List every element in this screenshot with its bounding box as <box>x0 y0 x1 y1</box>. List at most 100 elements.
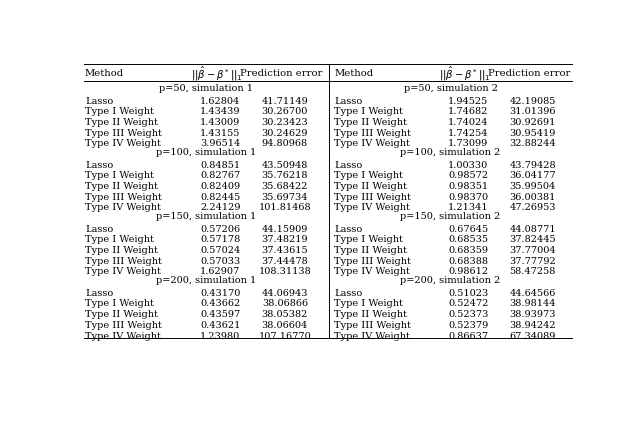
Text: 30.92691: 30.92691 <box>509 118 556 127</box>
Text: Type II Weight: Type II Weight <box>335 310 407 319</box>
Text: Type II Weight: Type II Weight <box>85 246 158 255</box>
Text: 0.43662: 0.43662 <box>200 299 241 308</box>
Text: Method: Method <box>335 69 374 78</box>
Text: 30.95419: 30.95419 <box>509 129 556 138</box>
Text: Type IV Weight: Type IV Weight <box>85 268 161 277</box>
Text: 43.79428: 43.79428 <box>509 161 556 170</box>
Text: 35.76218: 35.76218 <box>262 172 308 180</box>
Text: 37.48219: 37.48219 <box>262 235 308 244</box>
Text: 108.31138: 108.31138 <box>259 268 311 277</box>
Text: Method: Method <box>85 69 124 78</box>
Text: 38.06604: 38.06604 <box>262 321 308 330</box>
Text: p=50, simulation 1: p=50, simulation 1 <box>159 84 253 93</box>
Text: p=50, simulation 2: p=50, simulation 2 <box>403 84 497 93</box>
Text: Lasso: Lasso <box>335 161 363 170</box>
Text: Type I Weight: Type I Weight <box>85 299 154 308</box>
Text: 1.62907: 1.62907 <box>200 268 241 277</box>
Text: 1.74024: 1.74024 <box>448 118 488 127</box>
Text: 0.82445: 0.82445 <box>200 193 241 202</box>
Text: Type I Weight: Type I Weight <box>85 107 154 116</box>
Text: 1.23980: 1.23980 <box>200 332 241 340</box>
Text: Lasso: Lasso <box>85 161 113 170</box>
Text: 0.57206: 0.57206 <box>200 225 241 234</box>
Text: Type IV Weight: Type IV Weight <box>335 139 410 148</box>
Text: 0.67645: 0.67645 <box>448 225 488 234</box>
Text: 43.50948: 43.50948 <box>262 161 308 170</box>
Text: Type III Weight: Type III Weight <box>85 257 162 266</box>
Text: 44.15909: 44.15909 <box>262 225 308 234</box>
Text: Type III Weight: Type III Weight <box>335 257 412 266</box>
Text: 32.88244: 32.88244 <box>509 139 556 148</box>
Text: Type I Weight: Type I Weight <box>85 235 154 244</box>
Text: 0.57178: 0.57178 <box>200 235 241 244</box>
Text: 2.24129: 2.24129 <box>200 203 241 213</box>
Text: Prediction error: Prediction error <box>488 69 571 78</box>
Text: 0.52472: 0.52472 <box>448 299 488 308</box>
Text: 0.98370: 0.98370 <box>448 193 488 202</box>
Text: Type I Weight: Type I Weight <box>335 299 403 308</box>
Text: p=200, simulation 2: p=200, simulation 2 <box>401 276 500 285</box>
Text: Type II Weight: Type II Weight <box>335 118 407 127</box>
Text: 0.57024: 0.57024 <box>200 246 241 255</box>
Text: Lasso: Lasso <box>335 225 363 234</box>
Text: Type II Weight: Type II Weight <box>85 118 158 127</box>
Text: 94.80968: 94.80968 <box>262 139 308 148</box>
Text: Type II Weight: Type II Weight <box>335 182 407 191</box>
Text: 38.94242: 38.94242 <box>509 321 556 330</box>
Text: Lasso: Lasso <box>85 289 113 298</box>
Text: 1.43009: 1.43009 <box>200 118 241 127</box>
Text: Type III Weight: Type III Weight <box>335 321 412 330</box>
Text: 0.84851: 0.84851 <box>200 161 241 170</box>
Text: 1.43155: 1.43155 <box>200 129 241 138</box>
Text: p=100, simulation 2: p=100, simulation 2 <box>401 148 500 157</box>
Text: 44.64566: 44.64566 <box>509 289 556 298</box>
Text: 0.68535: 0.68535 <box>449 235 488 244</box>
Text: 38.06866: 38.06866 <box>262 299 308 308</box>
Text: Lasso: Lasso <box>85 225 113 234</box>
Text: Type IV Weight: Type IV Weight <box>335 332 410 340</box>
Text: 30.23423: 30.23423 <box>262 118 308 127</box>
Text: 1.74254: 1.74254 <box>448 129 488 138</box>
Text: 3.96514: 3.96514 <box>200 139 241 148</box>
Text: p=200, simulation 1: p=200, simulation 1 <box>156 276 257 285</box>
Text: p=150, simulation 1: p=150, simulation 1 <box>156 212 257 221</box>
Text: 0.82409: 0.82409 <box>200 182 241 191</box>
Text: 0.43597: 0.43597 <box>200 310 241 319</box>
Text: 0.82767: 0.82767 <box>200 172 241 180</box>
Text: 1.62804: 1.62804 <box>200 97 241 105</box>
Text: Lasso: Lasso <box>335 289 363 298</box>
Text: p=150, simulation 2: p=150, simulation 2 <box>401 212 500 221</box>
Text: Type IV Weight: Type IV Weight <box>85 332 161 340</box>
Text: p=100, simulation 1: p=100, simulation 1 <box>156 148 257 157</box>
Text: 0.98612: 0.98612 <box>448 268 488 277</box>
Text: 37.44478: 37.44478 <box>262 257 308 266</box>
Text: Type IV Weight: Type IV Weight <box>335 268 410 277</box>
Text: 0.86637: 0.86637 <box>448 332 488 340</box>
Text: Type III Weight: Type III Weight <box>85 129 162 138</box>
Text: 1.74682: 1.74682 <box>448 107 488 116</box>
Text: 0.98572: 0.98572 <box>448 172 488 180</box>
Text: 44.08771: 44.08771 <box>509 225 556 234</box>
Text: Type II Weight: Type II Weight <box>85 310 158 319</box>
Text: 38.05382: 38.05382 <box>262 310 308 319</box>
Text: 44.06943: 44.06943 <box>262 289 308 298</box>
Text: Lasso: Lasso <box>335 97 363 105</box>
Text: Lasso: Lasso <box>85 97 113 105</box>
Text: Type IV Weight: Type IV Weight <box>85 139 161 148</box>
Text: 35.68422: 35.68422 <box>262 182 308 191</box>
Text: 37.43615: 37.43615 <box>262 246 308 255</box>
Text: 38.98144: 38.98144 <box>509 299 556 308</box>
Text: 35.99504: 35.99504 <box>509 182 556 191</box>
Text: Type I Weight: Type I Weight <box>335 107 403 116</box>
Text: 37.77792: 37.77792 <box>509 257 556 266</box>
Text: 31.01396: 31.01396 <box>509 107 556 116</box>
Text: 0.43170: 0.43170 <box>200 289 241 298</box>
Text: 47.26953: 47.26953 <box>509 203 556 213</box>
Text: 30.26700: 30.26700 <box>262 107 308 116</box>
Text: 30.24629: 30.24629 <box>262 129 308 138</box>
Text: 37.82445: 37.82445 <box>509 235 556 244</box>
Text: Type III Weight: Type III Weight <box>85 321 162 330</box>
Text: Type IV Weight: Type IV Weight <box>335 203 410 213</box>
Text: Type III Weight: Type III Weight <box>335 193 412 202</box>
Text: 36.00381: 36.00381 <box>509 193 556 202</box>
